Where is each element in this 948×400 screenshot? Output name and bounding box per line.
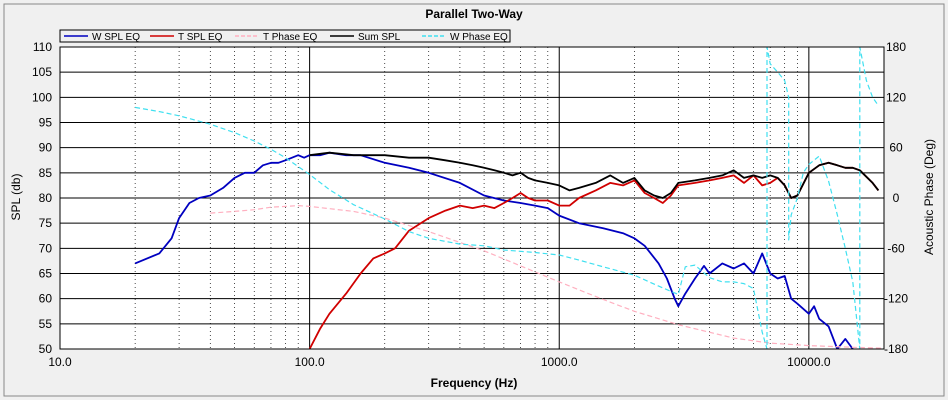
y2-tick-label: 60	[889, 141, 903, 155]
y-tick-label: 80	[39, 191, 53, 205]
y-tick-label: 65	[39, 267, 53, 281]
chart-title: Parallel Two-Way	[425, 7, 523, 21]
x-tick-label: 1000.0	[541, 355, 578, 369]
y-axis-label: SPL (db)	[9, 174, 23, 221]
y-tick-label: 75	[39, 216, 53, 230]
legend-label: Sum SPL	[358, 32, 401, 43]
series-line-sum-spl	[309, 151, 880, 199]
series-line-w-phase-eq	[134, 47, 879, 349]
legend-label: W SPL EQ	[92, 32, 140, 43]
y-tick-label: 100	[32, 90, 52, 104]
y2-tick-label: -180	[884, 342, 908, 356]
y-tick-label: 50	[39, 342, 53, 356]
y-tick-label: 90	[39, 141, 53, 155]
x-tick-label: 100.0	[295, 355, 325, 369]
y-tick-label: 110	[33, 40, 52, 54]
legend-box	[59, 29, 511, 43]
y2-tick-label: -60	[887, 241, 905, 255]
x-axis-label: Frequency (Hz)	[431, 376, 518, 390]
y-tick-label: 60	[39, 292, 53, 306]
y2-tick-label: -120	[884, 292, 908, 306]
series-line-w-spl-eq	[134, 151, 854, 349]
y-tick-label: 70	[39, 241, 53, 255]
x-tick-label: 10000.0	[787, 355, 831, 369]
y-tick-label: 55	[39, 317, 53, 331]
series-line-t-phase-eq	[210, 205, 884, 349]
x-tick-label: 10.0	[48, 355, 72, 369]
y-tick-label: 95	[39, 116, 53, 130]
y2-axis-label: Acoustic Phase (Deg)	[922, 139, 936, 255]
series-group	[134, 47, 884, 349]
legend-label: W Phase EQ	[450, 32, 508, 43]
y2-tick-label: 0	[893, 191, 900, 205]
y2-tick-label: 120	[886, 90, 906, 104]
plot-frame	[59, 46, 885, 350]
legend-label: T SPL EQ	[178, 32, 223, 43]
y-tick-label: 105	[32, 65, 52, 79]
y2-tick-label: 180	[886, 40, 906, 54]
legend: W SPL EQ T SPL EQ T Phase EQ Sum SPL W Phase…	[59, 29, 511, 43]
legend-label: T Phase EQ	[263, 32, 318, 43]
y-tick-label: 85	[39, 166, 53, 180]
tick-labels: 50 55 60 65 70 75 80 85 90 95 100 105 110 -180 -120 -60…	[32, 40, 908, 369]
